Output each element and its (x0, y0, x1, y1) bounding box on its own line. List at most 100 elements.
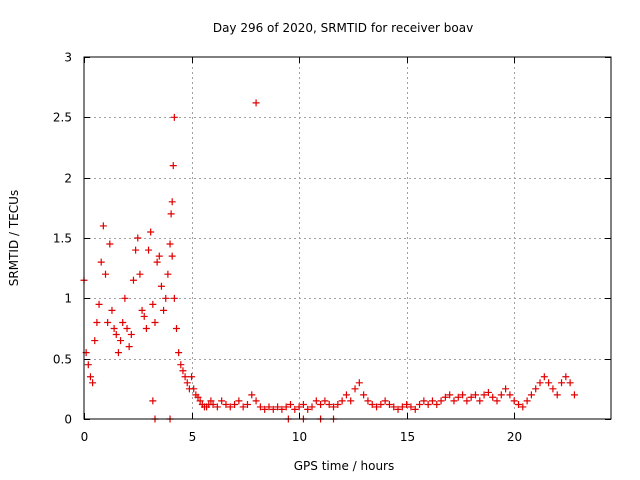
chart-title: Day 296 of 2020, SRMTID for receiver boa… (213, 21, 473, 35)
x-tick-label: 10 (292, 430, 307, 444)
data-point (355, 379, 363, 387)
data-point (411, 405, 419, 413)
x-tick-label: 15 (400, 430, 415, 444)
data-point (566, 379, 574, 387)
y-tick-label: 1 (64, 292, 72, 306)
data-point (140, 312, 148, 320)
data-point (183, 379, 191, 387)
y-tick-label: 0.5 (53, 353, 72, 367)
data-point (562, 373, 570, 381)
data-point (209, 401, 217, 409)
data-point (570, 391, 578, 399)
data-point (428, 397, 436, 405)
data-point (484, 388, 492, 396)
data-point (114, 349, 122, 357)
data-point (166, 240, 174, 248)
data-point (252, 397, 260, 405)
data-point (342, 391, 350, 399)
data-point (459, 391, 467, 399)
data-point (168, 198, 176, 206)
data-point (325, 401, 333, 409)
data-point (125, 343, 133, 351)
data-point (106, 240, 114, 248)
data-point (177, 361, 185, 369)
data-point (368, 401, 376, 409)
data-point (506, 391, 514, 399)
data-point (381, 397, 389, 405)
data-point (265, 403, 273, 411)
data-point (222, 401, 230, 409)
data-point (334, 401, 342, 409)
data-point (153, 258, 161, 266)
data-point (493, 397, 501, 405)
data-point (351, 385, 359, 393)
data-point (102, 270, 110, 278)
data-point (446, 391, 454, 399)
data-point (299, 401, 307, 409)
data-point (226, 403, 234, 411)
data-point (523, 397, 531, 405)
data-point (256, 403, 264, 411)
data-point (463, 397, 471, 405)
data-point (407, 403, 415, 411)
data-point (545, 379, 553, 387)
data-point (489, 393, 497, 401)
data-point (127, 331, 135, 339)
data-point (515, 401, 523, 409)
data-point (151, 318, 159, 326)
data-point (321, 397, 329, 405)
data-point (179, 367, 187, 375)
data-point (291, 405, 299, 413)
data-point (536, 379, 544, 387)
data-point (454, 393, 462, 401)
x-tick-label: 20 (507, 430, 522, 444)
y-tick-label: 2 (64, 172, 72, 186)
data-point (510, 397, 518, 405)
data-point (149, 300, 157, 308)
data-point (394, 405, 402, 413)
data-point (312, 397, 320, 405)
y-tick-label: 3 (64, 51, 72, 65)
data-point (110, 325, 118, 332)
data-point (162, 294, 170, 302)
data-point (497, 391, 505, 399)
data-point (160, 306, 168, 314)
data-point (196, 397, 204, 405)
y-tick-label: 0 (64, 413, 72, 427)
data-point (330, 403, 338, 411)
plot-frame (83, 56, 612, 420)
data-point (433, 401, 441, 409)
data-point (119, 318, 127, 326)
data-point (403, 401, 411, 409)
data-point (112, 331, 120, 339)
data-point (164, 270, 172, 278)
data-point (89, 379, 97, 387)
data-point (239, 403, 247, 411)
data-point (308, 403, 316, 411)
data-point (123, 325, 131, 332)
grid-lines (84, 57, 611, 419)
data-point (134, 234, 142, 242)
data-point (450, 397, 458, 405)
data-point (278, 405, 286, 413)
data-point (553, 391, 561, 399)
data-point (390, 403, 398, 411)
data-point (532, 385, 540, 393)
data-point (502, 385, 510, 393)
data-point (420, 397, 428, 405)
data-point (145, 246, 153, 254)
data-point (231, 401, 239, 409)
data-point (117, 337, 125, 345)
data-point (360, 391, 368, 399)
x-tick-label: 5 (189, 430, 197, 444)
data-point (269, 405, 277, 413)
data-point (377, 401, 385, 409)
data-point (155, 252, 163, 260)
data-point (373, 403, 381, 411)
y-tick-label: 1.5 (53, 232, 72, 246)
data-point (295, 403, 303, 411)
data-point (188, 373, 196, 381)
data-point (136, 270, 144, 278)
